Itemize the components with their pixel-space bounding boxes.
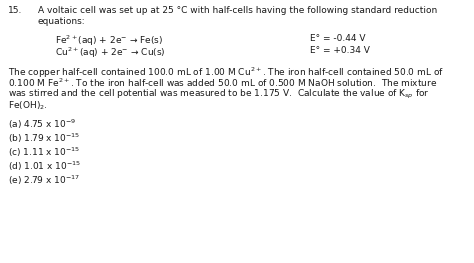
Text: (b) 1.79 x 10$^{-15}$: (b) 1.79 x 10$^{-15}$ xyxy=(8,132,80,145)
Text: E° = +0.34 V: E° = +0.34 V xyxy=(310,46,370,55)
Text: The copper half-cell contained 100.0 mL of 1.00 M Cu$^{2+}$. The iron half-cell : The copper half-cell contained 100.0 mL … xyxy=(8,66,444,80)
Text: (a) 4.75 x 10$^{-9}$: (a) 4.75 x 10$^{-9}$ xyxy=(8,118,76,132)
Text: (c) 1.11 x 10$^{-15}$: (c) 1.11 x 10$^{-15}$ xyxy=(8,146,80,159)
Text: 15.: 15. xyxy=(8,6,22,15)
Text: equations:: equations: xyxy=(38,17,86,26)
Text: 0.100 M Fe$^{2+}$. To the iron half-cell was added 50.0 mL of 0.500 M NaOH solut: 0.100 M Fe$^{2+}$. To the iron half-cell… xyxy=(8,77,437,89)
Text: (e) 2.79 x 10$^{-17}$: (e) 2.79 x 10$^{-17}$ xyxy=(8,174,80,188)
Text: Fe$^{2+}$(aq) + 2e$^{-}$ → Fe(s): Fe$^{2+}$(aq) + 2e$^{-}$ → Fe(s) xyxy=(55,34,163,48)
Text: A voltaic cell was set up at 25 °C with half-cells having the following standard: A voltaic cell was set up at 25 °C with … xyxy=(38,6,437,15)
Text: Cu$^{2+}$(aq) + 2e$^{-}$ → Cu(s): Cu$^{2+}$(aq) + 2e$^{-}$ → Cu(s) xyxy=(55,46,165,60)
Text: was stirred and the cell potential was measured to be 1.175 V.  Calculate the va: was stirred and the cell potential was m… xyxy=(8,88,429,101)
Text: E° = -0.44 V: E° = -0.44 V xyxy=(310,34,365,43)
Text: (d) 1.01 x 10$^{-15}$: (d) 1.01 x 10$^{-15}$ xyxy=(8,160,81,173)
Text: Fe(OH)$_2$.: Fe(OH)$_2$. xyxy=(8,99,48,112)
